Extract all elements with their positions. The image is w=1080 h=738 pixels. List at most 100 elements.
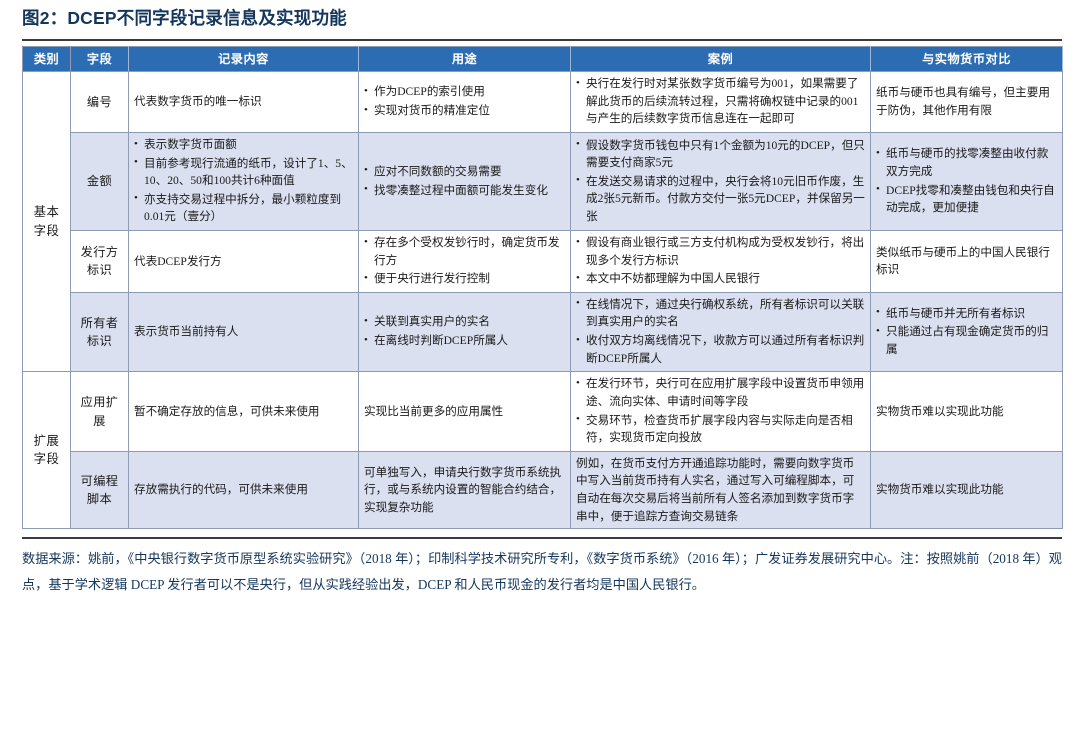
list-item: 在离线时判断DCEP所属人	[364, 332, 565, 350]
table-row: 金额表示数字货币面额目前参考现行流通的纸币，设计了1、5、10、20、50和10…	[23, 131, 1063, 232]
footer-divider	[22, 537, 1062, 540]
field-name-cell: 所有者标识	[70, 291, 129, 373]
compare-cell: 纸币与硬币的找零凑整由收付款双方完成DCEP找零和凑整由钱包和央行自动完成，更加…	[870, 131, 1063, 232]
list-item: 只能通过占有现金确定货币的归属	[876, 323, 1057, 358]
usage-cell: 实现比当前更多的应用属性	[358, 371, 571, 452]
dcep-fields-table: 类别 字段 记录内容 用途 案例 与实物货币对比 基本字段 编号 代表数字货币的唯一…	[22, 45, 1063, 530]
text-line: 代表数字货币的唯一标识	[134, 95, 262, 109]
list-item: 应对不同数额的交易需要	[364, 162, 565, 181]
example-cell: 假设有商业银行或三方支付机构成为受权发钞行，将出现多个发行方标识本文中不妨都理解…	[570, 230, 871, 293]
example-cell-list: 假设有商业银行或三方支付机构成为受权发钞行，将出现多个发行方标识本文中不妨都理解…	[576, 234, 865, 288]
example-cell: 在线情况下，通过央行确权系统，所有者标识可以关联到真实用户的实名收付双方均离线情…	[570, 291, 871, 373]
text-line: 暂不确定存放的信息，可供未来使用	[134, 404, 320, 418]
example-cell: 央行在发行时对某张数字货币编号为001，如果需要了解此货币的后续流转过程，只需将…	[570, 71, 871, 133]
record-content-cell: 表示货币当前持有人	[128, 291, 359, 373]
list-item: 在线情况下，通过央行确权系统，所有者标识可以关联到真实用户的实名	[576, 295, 865, 331]
list-item: 存在多个受权发钞行时，确定货币发行方	[364, 234, 565, 269]
usage-cell-list: 应对不同数额的交易需要找零凑整过程中面额可能发生变化	[364, 162, 565, 200]
column-header-compare: 与实物货币对比	[870, 45, 1063, 73]
column-header-record: 记录内容	[128, 45, 359, 73]
field-name-cell: 可编程脚本	[70, 450, 129, 530]
example-cell-list: 央行在发行时对某张数字货币编号为001，如果需要了解此货币的后续流转过程，只需将…	[576, 75, 865, 128]
compare-cell: 实物货币难以实现此功能	[870, 371, 1063, 452]
record-content-cell-list: 表示数字货币面额目前参考现行流通的纸币，设计了1、5、10、20、50和100共…	[134, 136, 353, 226]
list-item: 实现对货币的精准定位	[364, 102, 565, 120]
text-line: 纸币与硬币也具有编号，但主要用于防伪，其他作用有限	[876, 86, 1050, 118]
usage-cell: 可单独写入，申请央行数字货币系统执行，或与系统内设置的智能合约结合，实现复杂功能	[358, 450, 571, 530]
text-line: 例如，在货币支付方开通追踪功能时，需要向数字货币中写入当前货币持有人实名，通过写…	[576, 456, 855, 523]
example-cell: 在发行环节，央行可在应用扩展字段中设置货币申领用途、流向实体、申请时间等字段交易…	[570, 371, 871, 452]
record-content-cell: 表示数字货币面额目前参考现行流通的纸币，设计了1、5、10、20、50和100共…	[128, 131, 359, 232]
column-header-usage: 用途	[358, 45, 571, 73]
record-content-cell: 代表数字货币的唯一标识	[128, 71, 359, 133]
usage-cell: 应对不同数额的交易需要找零凑整过程中面额可能发生变化	[358, 131, 571, 232]
list-item: 亦支持交易过程中拆分，最小颗粒度到0.01元（壹分）	[134, 190, 353, 226]
text-line: 实物货币难以实现此功能	[876, 483, 1004, 497]
text-line: 表示货币当前持有人	[134, 325, 239, 339]
table-header-row: 类别 字段 记录内容 用途 案例 与实物货币对比	[22, 45, 1063, 73]
list-item: 在发行环节，央行可在应用扩展字段中设置货币申领用途、流向实体、申请时间等字段	[576, 375, 865, 410]
text-line: 存放需执行的代码，可供未来使用	[134, 483, 308, 497]
table-container: 类别 字段 记录内容 用途 案例 与实物货币对比 基本字段 编号 代表数字货币的唯一…	[22, 45, 1063, 530]
list-item: 找零凑整过程中面额可能发生变化	[364, 181, 565, 200]
usage-cell: 存在多个受权发钞行时，确定货币发行方便于央行进行发行控制	[358, 230, 571, 293]
figure-title-area: 图2：DCEP不同字段记录信息及实现功能	[0, 0, 1080, 36]
source-footnote: 数据来源：姚前，《中央银行数字货币原型系统实验研究》（2018 年）；印制科学技…	[22, 551, 1062, 592]
compare-cell: 实物货币难以实现此功能	[870, 450, 1063, 530]
list-item: 在发送交易请求的过程中，央行会将10元旧币作废，生成2张5元新币。付款方交付一张…	[576, 172, 865, 226]
text-line: 类似纸币与硬币上的中国人民银行标识	[876, 245, 1050, 277]
list-item: 纸币与硬币并无所有者标识	[876, 304, 1057, 323]
page-title: 图2：DCEP不同字段记录信息及实现功能	[22, 8, 347, 28]
list-item: 表示数字货币面额	[134, 136, 353, 154]
usage-cell-list: 作为DCEP的索引使用实现对货币的精准定位	[364, 83, 565, 119]
compare-cell-list: 纸币与硬币并无所有者标识只能通过占有现金确定货币的归属	[876, 304, 1057, 359]
list-item: 纸币与硬币的找零凑整由收付款双方完成	[876, 145, 1057, 180]
compare-cell: 类似纸币与硬币上的中国人民银行标识	[870, 230, 1063, 293]
field-name-cell: 应用扩展	[70, 371, 129, 452]
column-header-category: 类别	[22, 45, 71, 73]
list-item: 便于央行进行发行控制	[364, 270, 565, 288]
record-content-cell: 存放需执行的代码，可供未来使用	[128, 450, 359, 530]
usage-cell: 关联到真实用户的实名在离线时判断DCEP所属人	[358, 291, 571, 373]
example-cell-list: 在发行环节，央行可在应用扩展字段中设置货币申领用途、流向实体、申请时间等字段交易…	[576, 375, 865, 446]
list-item: DCEP找零和凑整由钱包和央行自动完成，更加便捷	[876, 181, 1057, 217]
column-header-field: 字段	[70, 45, 129, 73]
list-item: 目前参考现行流通的纸币，设计了1、5、10、20、50和100共计6种面值	[134, 154, 353, 190]
column-header-example: 案例	[570, 45, 871, 73]
list-item: 假设数字货币钱包中只有1个金额为10元的DCEP，但只需要支付商家5元	[576, 136, 865, 172]
table-row: 可编程脚本 存放需执行的代码，可供未来使用 可单独写入，申请央行数字货币系统执行，或…	[23, 450, 1063, 530]
usage-cell: 作为DCEP的索引使用实现对货币的精准定位	[358, 71, 571, 133]
record-content-cell: 代表DCEP发行方	[128, 230, 359, 293]
example-cell-list: 在线情况下，通过央行确权系统，所有者标识可以关联到真实用户的实名收付双方均离线情…	[576, 295, 865, 367]
text-line: 可单独写入，申请央行数字货币系统执行，或与系统内设置的智能合约结合，实现复杂功能	[364, 465, 562, 514]
field-name-cell: 金额	[70, 131, 129, 232]
field-name-cell: 发行方标识	[70, 230, 129, 293]
example-cell: 假设数字货币钱包中只有1个金额为10元的DCEP，但只需要支付商家5元在发送交易…	[570, 131, 871, 232]
category-cell: 基本字段	[22, 71, 71, 373]
field-name-cell: 编号	[70, 71, 129, 133]
example-cell-list: 假设数字货币钱包中只有1个金额为10元的DCEP，但只需要支付商家5元在发送交易…	[576, 136, 865, 226]
list-item: 关联到真实用户的实名	[364, 313, 565, 331]
list-item: 央行在发行时对某张数字货币编号为001，如果需要了解此货币的后续流转过程，只需将…	[576, 75, 865, 128]
list-item: 作为DCEP的索引使用	[364, 83, 565, 101]
list-item: 交易环节，检查货币扩展字段内容与实际走向是否相符，实现货币定向投放	[576, 411, 865, 447]
list-item: 假设有商业银行或三方支付机构成为受权发钞行，将出现多个发行方标识	[576, 234, 865, 269]
compare-cell: 纸币与硬币也具有编号，但主要用于防伪，其他作用有限	[870, 71, 1063, 133]
usage-cell-list: 存在多个受权发钞行时，确定货币发行方便于央行进行发行控制	[364, 234, 565, 288]
record-content-cell: 暂不确定存放的信息，可供未来使用	[128, 371, 359, 452]
text-line: 实物货币难以实现此功能	[876, 404, 1004, 418]
category-cell: 扩展字段	[22, 371, 71, 530]
compare-cell-list: 纸币与硬币的找零凑整由收付款双方完成DCEP找零和凑整由钱包和央行自动完成，更加…	[876, 145, 1057, 216]
table-header: 类别 字段 记录内容 用途 案例 与实物货币对比	[22, 45, 1063, 73]
usage-cell-list: 关联到真实用户的实名在离线时判断DCEP所属人	[364, 313, 565, 349]
list-item: 收付双方均离线情况下，收款方可以通过所有者标识判断DCEP所属人	[576, 332, 865, 367]
title-divider	[22, 38, 1062, 41]
text-line: 实现比当前更多的应用属性	[364, 404, 504, 418]
compare-cell: 纸币与硬币并无所有者标识只能通过占有现金确定货币的归属	[870, 291, 1063, 373]
